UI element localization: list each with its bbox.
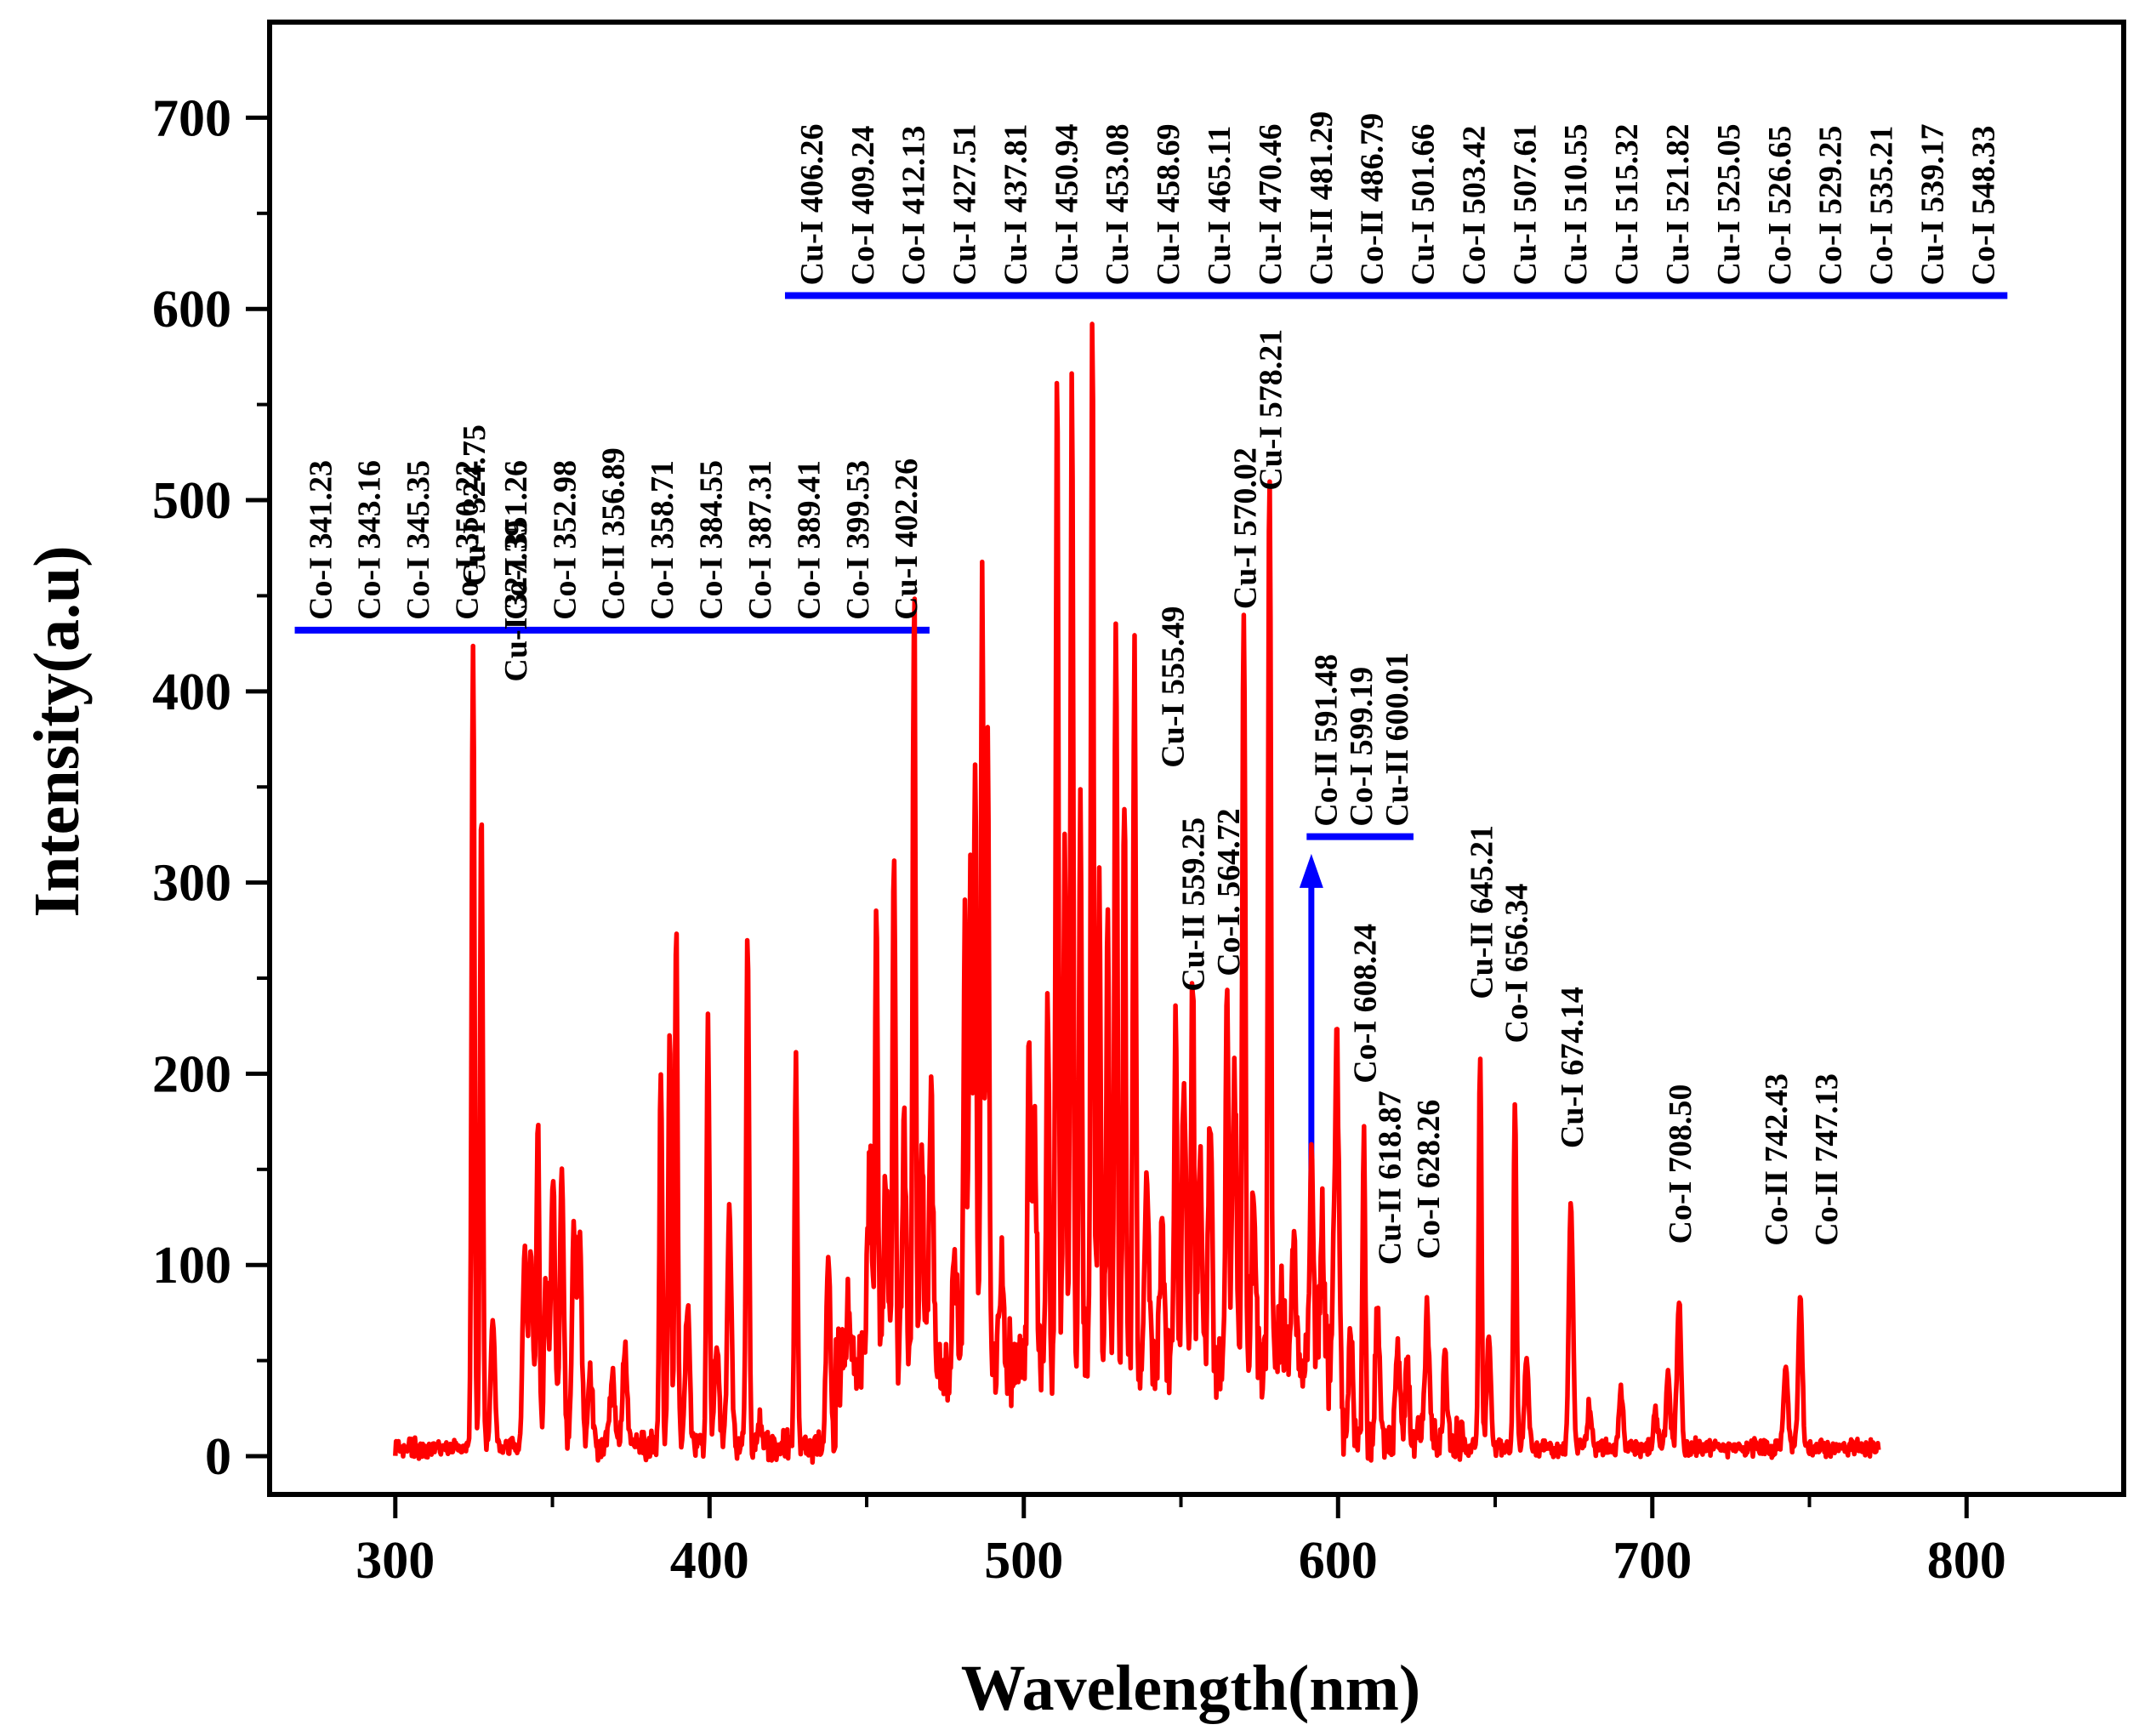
peak-label: Cu-I 324.75 <box>457 424 492 586</box>
x-tick-label: 400 <box>670 1532 749 1590</box>
grouped-peak-label: Cu-I 453.08 <box>1100 123 1135 285</box>
peak-label: Co-I 608.24 <box>1348 924 1384 1084</box>
y-tick-label: 500 <box>152 472 231 530</box>
x-axis-title: Wavelength(nm) <box>961 1653 1420 1724</box>
grouped-peak-label: Co-I 535.21 <box>1864 126 1900 286</box>
grouped-peak-label: Co-I 412.13 <box>896 126 932 286</box>
grouped-peak-label: Cu-I 525.05 <box>1711 123 1747 285</box>
spectrum-line <box>393 322 1881 1466</box>
grouped-peak-label: Co-I 599.19 <box>1344 667 1380 827</box>
y-tick-label: 400 <box>152 663 231 721</box>
grouped-peak-label: Co-I 529.25 <box>1813 126 1849 286</box>
peak-label: Co-I 656.34 <box>1499 884 1534 1044</box>
grouped-peak-label: Co-I 389.41 <box>791 460 827 620</box>
grouped-peak-label: Cu-I 507.61 <box>1507 123 1543 285</box>
peak-label: Cu-II 559.25 <box>1176 817 1212 992</box>
grouped-peak-label: Co-II 356.89 <box>596 447 632 620</box>
plot-frame <box>267 20 2126 1497</box>
peak-label: Cu-I 327.39 <box>498 521 534 682</box>
y-tick-label: 700 <box>152 89 231 147</box>
y-axis-ticks: 0 100 200 300 400 500 600 700 <box>152 89 270 1486</box>
grouped-peak-label: Co-I 526.65 <box>1762 126 1798 286</box>
grouped-peak-label: Cu-I 515.32 <box>1609 123 1645 285</box>
grouped-peak-label: Cu-I 458.69 <box>1151 123 1186 285</box>
grouped-peak-label: Cu-I 521.82 <box>1660 123 1696 285</box>
grouped-peak-label: Co-I 409.24 <box>845 126 881 286</box>
grouped-peak-label: Co-I 548.33 <box>1965 126 2001 286</box>
grouped-peak-label: Cu-II 600.01 <box>1380 652 1415 827</box>
peak-label: Cu-I 555.49 <box>1155 606 1191 768</box>
grouped-peak-label: Co-I 503.42 <box>1457 126 1493 286</box>
peak-label: Cu-I 578.21 <box>1254 329 1289 491</box>
grouped-peak-label: Cu-I 427.51 <box>947 123 983 285</box>
peak-label: Cu-II 618.87 <box>1372 1090 1408 1265</box>
grouped-peak-label: Co-I 384.55 <box>694 460 730 620</box>
peak-label: Cu-I 674.14 <box>1555 987 1590 1148</box>
grouped-peak-label: Co-I 351.26 <box>498 460 534 620</box>
x-tick-label: 700 <box>1613 1532 1692 1590</box>
y-tick-label: 100 <box>152 1237 231 1295</box>
grouped-peak-label: Cu-I 450.94 <box>1049 123 1084 285</box>
grouped-peak-label: Co-I 341.23 <box>303 460 338 620</box>
grouped-peak-label: Cu-I 402.26 <box>889 458 924 620</box>
x-axis-ticks: 300 400 500 600 700 800 <box>356 1494 2006 1590</box>
x-tick-label: 600 <box>1299 1532 1378 1590</box>
grouped-peak-label: Co-I 352.98 <box>547 460 583 620</box>
grouped-peak-label: Co-I 399.53 <box>840 460 876 620</box>
y-tick-label: 200 <box>152 1045 231 1103</box>
arrow-head <box>1299 853 1323 888</box>
grouped-peak-label: Cu-I 501.66 <box>1406 123 1442 285</box>
x-tick-label: 800 <box>1927 1532 2006 1590</box>
y-tick-label: 0 <box>205 1428 231 1486</box>
plot-frame-border <box>267 20 2126 1497</box>
spectrum-series <box>393 322 1881 1466</box>
grouped-peak-label: Cu-I 510.55 <box>1558 123 1594 285</box>
grouped-peak-label: Cu-I 437.81 <box>998 123 1034 285</box>
grouped-peak-label: Co-I 343.16 <box>352 460 388 620</box>
peak-label: Co-II 742.43 <box>1759 1073 1795 1246</box>
peak-label: Co-I 628.26 <box>1411 1100 1447 1260</box>
grouped-peak-label: Co-II 591.48 <box>1308 654 1344 827</box>
y-tick-label: 600 <box>152 281 231 339</box>
y-axis-title: Intensity(a.u) <box>21 545 93 917</box>
y-tick-label: 300 <box>152 855 231 913</box>
peak-label: Co-II 747.13 <box>1809 1073 1845 1246</box>
grouped-peak-label: Co-I 358.71 <box>645 460 680 620</box>
grouped-peak-label: Co-I 350.22 <box>450 460 486 620</box>
grouped-peak-label: Cu-I 406.26 <box>794 123 830 285</box>
grouped-peak-label: Cu-II 481.29 <box>1304 111 1340 286</box>
grouped-peak-label: Co-II 486.79 <box>1355 113 1391 286</box>
grouped-peak-label: Co-I 345.35 <box>401 460 436 620</box>
grouped-peak-label: Cu-I 470.46 <box>1253 123 1289 285</box>
peak-label: Co-I 708.50 <box>1663 1084 1698 1244</box>
peak-label: Cu-II 645.21 <box>1464 825 1499 999</box>
x-tick-label: 500 <box>984 1532 1063 1590</box>
grouped-peak-label: Cu-I 465.11 <box>1202 126 1237 286</box>
peak-label: Co-I. 564.72 <box>1211 808 1247 976</box>
grouped-peak-label: Cu-I 539.17 <box>1915 123 1951 285</box>
peak-label: Cu-I 570.02 <box>1227 447 1263 609</box>
grouped-peak-label: Co-I 387.31 <box>742 460 778 620</box>
x-tick-label: 300 <box>356 1532 435 1590</box>
